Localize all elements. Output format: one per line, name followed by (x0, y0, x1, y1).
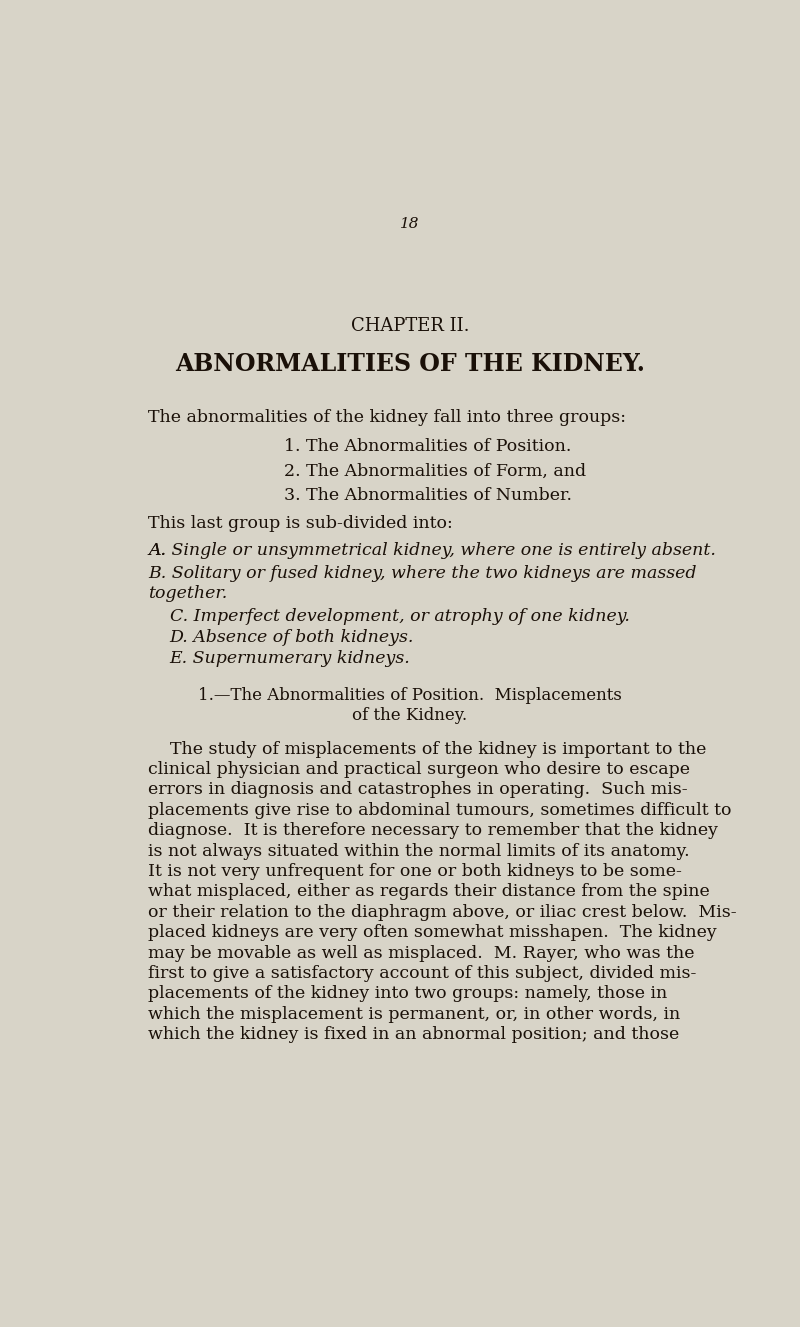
Text: D. Absence of both kidneys.: D. Absence of both kidneys. (170, 629, 414, 646)
Text: CHAPTER II.: CHAPTER II. (350, 317, 470, 336)
Text: 1. The Abnormalities of Position.: 1. The Abnormalities of Position. (285, 438, 572, 455)
Text: what misplaced, either as regards their distance from the spine: what misplaced, either as regards their … (148, 884, 710, 901)
Text: C. Imperfect development, or atrophy of one kidney.: C. Imperfect development, or atrophy of … (170, 608, 630, 625)
Text: It is not very unfrequent for one or both kidneys to be some-: It is not very unfrequent for one or bot… (148, 863, 682, 880)
Text: placed kidneys are very often somewhat misshapen.  The kidney: placed kidneys are very often somewhat m… (148, 924, 717, 941)
Text: A. Single or unsymmetrical kidney, where one is entirely absent.: A. Single or unsymmetrical kidney, where… (148, 541, 716, 559)
Text: clinical physician and practical surgeon who desire to escape: clinical physician and practical surgeon… (148, 760, 690, 778)
Text: of the Kidney.: of the Kidney. (353, 707, 467, 723)
Text: A.: A. (148, 541, 180, 559)
Text: 3. The Abnormalities of Number.: 3. The Abnormalities of Number. (285, 487, 573, 504)
Text: 1.—The Abnormalities of Position.  Misplacements: 1.—The Abnormalities of Position. Mispla… (198, 686, 622, 703)
Text: placements give rise to abdominal tumours, sometimes difficult to: placements give rise to abdominal tumour… (148, 802, 731, 819)
Text: first to give a satisfactory account of this subject, divided mis-: first to give a satisfactory account of … (148, 965, 697, 982)
Text: E. Supernumerary kidneys.: E. Supernumerary kidneys. (170, 650, 410, 666)
Text: which the misplacement is permanent, or, in other words, in: which the misplacement is permanent, or,… (148, 1006, 680, 1023)
Text: B. Solitary or fused kidney, where the two kidneys are massed: B. Solitary or fused kidney, where the t… (148, 565, 697, 583)
Text: together.: together. (148, 585, 227, 602)
Text: or their relation to the diaphragm above, or iliac crest below.  Mis-: or their relation to the diaphragm above… (148, 904, 737, 921)
Text: which the kidney is fixed in an abnormal position; and those: which the kidney is fixed in an abnormal… (148, 1026, 679, 1043)
Text: 18: 18 (400, 218, 420, 231)
Text: placements of the kidney into two groups: namely, those in: placements of the kidney into two groups… (148, 986, 667, 1002)
Text: errors in diagnosis and catastrophes in operating.  Such mis-: errors in diagnosis and catastrophes in … (148, 782, 688, 799)
Text: The abnormalities of the kidney fall into three groups:: The abnormalities of the kidney fall int… (148, 410, 626, 426)
Text: ABNORMALITIES OF THE KIDNEY.: ABNORMALITIES OF THE KIDNEY. (175, 352, 645, 376)
Text: diagnose.  It is therefore necessary to remember that the kidney: diagnose. It is therefore necessary to r… (148, 823, 718, 839)
Text: The study of misplacements of the kidney is important to the: The study of misplacements of the kidney… (148, 740, 706, 758)
Text: This last group is sub-divided into:: This last group is sub-divided into: (148, 515, 453, 532)
Text: 2. The Abnormalities of Form, and: 2. The Abnormalities of Form, and (285, 463, 586, 479)
Text: may be movable as well as misplaced.  M. Rayer, who was the: may be movable as well as misplaced. M. … (148, 945, 694, 962)
Text: is not always situated within the normal limits of its anatomy.: is not always situated within the normal… (148, 843, 690, 860)
